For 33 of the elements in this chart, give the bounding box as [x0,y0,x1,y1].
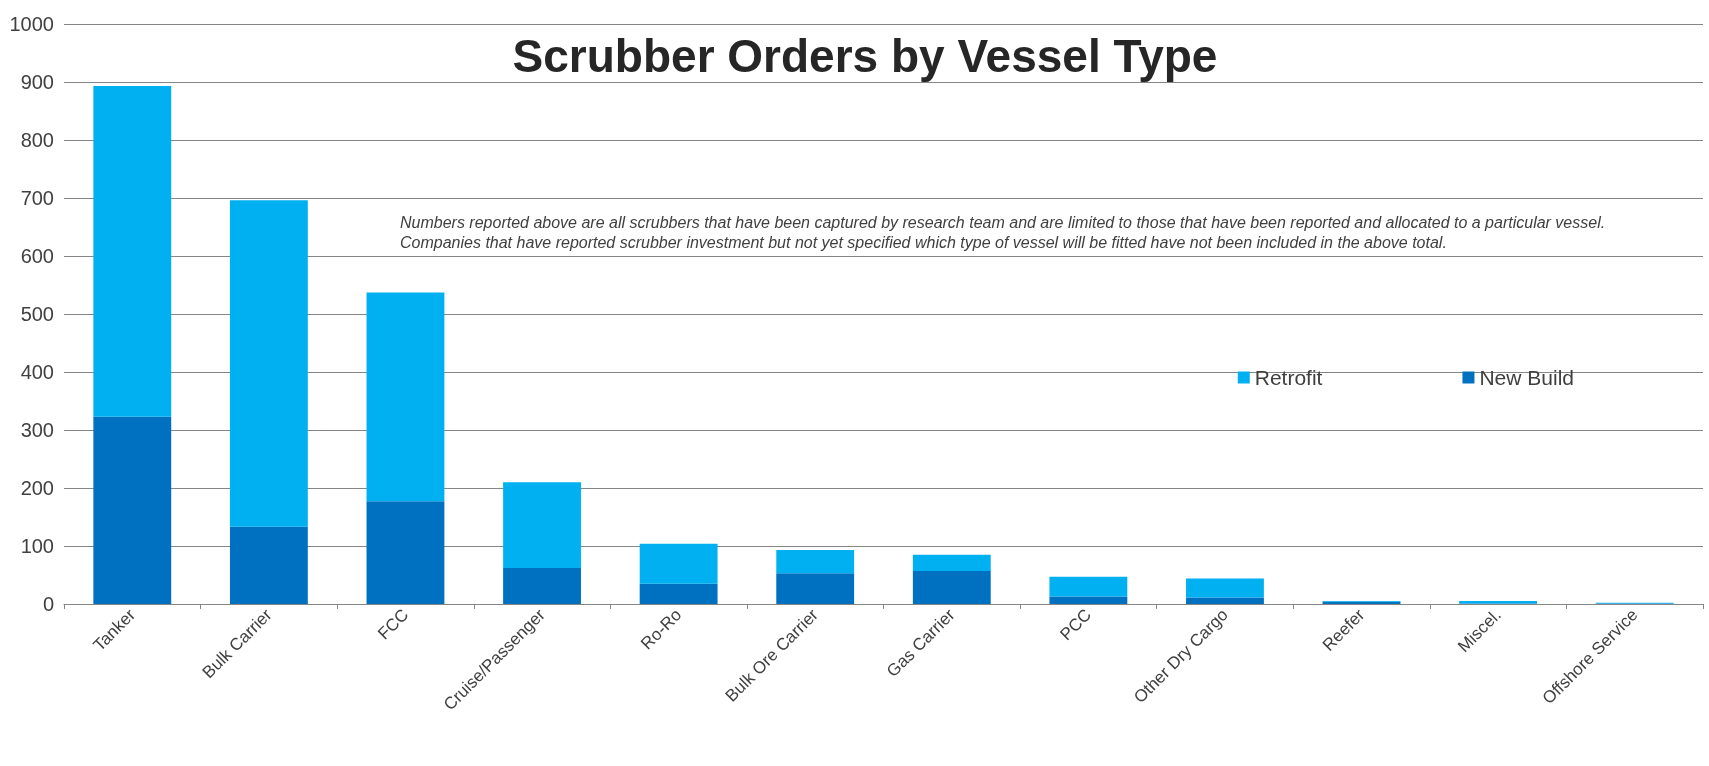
y-tick-label: 200 [20,477,54,499]
bar [639,583,718,604]
bar [1186,578,1264,598]
y-tick-label: 100 [20,535,54,557]
y-tick-label: 900 [20,71,54,93]
y-tick-label: 0 [42,593,54,615]
bar [1049,576,1128,597]
chart-title: Scrubber Orders by Vessel Type [512,30,1218,82]
bar [912,570,991,604]
y-tick-label: 800 [20,129,54,151]
bar [912,554,991,571]
bar [366,292,445,502]
y-tick-label: 500 [20,303,54,325]
bar [503,482,581,569]
annotation: Numbers reported above are all scrubbers that have been captured by research team and are limited to those that have been reported and allocated to a particular vessel. Companies that have reported scrubber investment but not yet specified which type of vessel will be fitted have not been included in the above total. [400,213,1610,251]
bar [1186,597,1264,604]
bar [503,568,581,604]
legend-label: New Build [1479,366,1575,389]
bar [366,501,445,604]
y-tick-label: 700 [20,187,54,209]
bar [1049,596,1128,604]
bar [93,86,172,417]
legend-label: Retrofit [1254,366,1323,389]
y-tick-label: 600 [20,245,54,267]
bar [229,526,308,604]
bar [776,573,855,604]
y-tick-label: 1000 [9,13,54,35]
y-tick-label: 400 [20,361,54,383]
bar [229,200,308,527]
y-tick-label: 300 [20,419,54,441]
bar [639,543,718,584]
bar [776,550,855,574]
bar [93,416,172,604]
